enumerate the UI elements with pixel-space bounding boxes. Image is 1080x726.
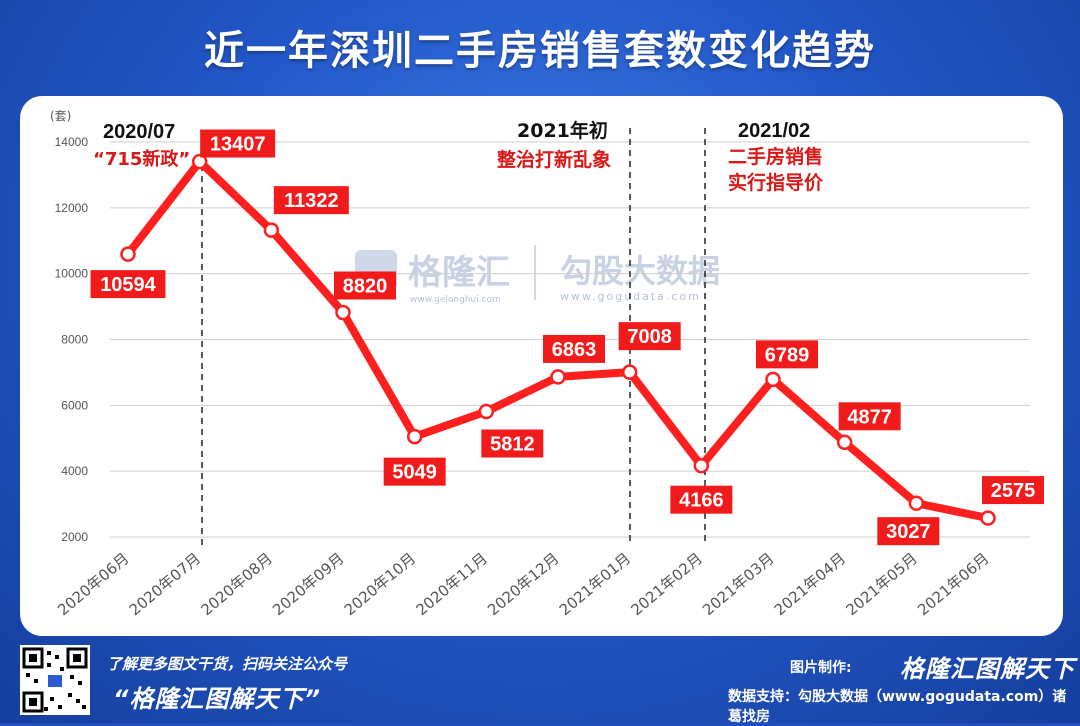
data-point [263,222,280,238]
data-label-bg [481,429,544,458]
data-point [980,510,996,526]
watermark-brand1: 格隆汇 [408,253,510,293]
watermark-brand2: 勾股大数据 [560,252,720,290]
footer-promo: 了解更多图文干货，扫码关注公众号 [107,655,348,673]
data-label: 6863 [552,339,597,361]
x-tick-label: 2020年08月 [197,549,275,619]
data-label-bg [877,517,940,546]
data-label: 2575 [991,480,1036,502]
data-label: 10594 [100,274,156,296]
footer-made-by-brand: 格隆汇图解天下 [900,655,1075,683]
footer-account: “格隆汇图解天下” [113,685,321,713]
data-point [765,371,781,388]
data-point [693,457,710,474]
data-label: 4166 [679,490,724,512]
data-label: 13407 [210,134,266,156]
data-point [406,428,423,445]
data-label-bg [618,322,681,351]
y-tick-label: 12000 [55,201,89,215]
data-point [478,403,495,420]
x-tick-label: 2020年12月 [484,549,562,619]
annotation-text: 二手房销售 [728,145,823,168]
data-label: 8820 [343,276,388,298]
data-label: 6789 [765,344,810,366]
annotation-text: “715新政” [93,148,190,170]
data-point [191,153,208,170]
data-label-bg [982,476,1044,505]
data-point [335,304,351,321]
x-tick-label: 2021年01月 [556,549,634,619]
x-tick-label: 2021年05月 [842,549,920,619]
page-title: 近一年深圳二手房销售套数变化趋势 [204,28,876,74]
y-axis-label: (套) [50,109,71,123]
data-point [120,246,136,262]
x-tick-label: 2020年06月 [54,549,132,619]
annotation-title: 2021年初 [517,119,608,142]
data-label-bg [756,340,818,369]
data-point [550,369,566,385]
data-label: 5049 [392,462,437,484]
data-label-bg [383,457,446,486]
data-label: 5812 [490,434,535,456]
x-tick-label: 2021年04月 [771,549,849,619]
footer-made-by-label: 图片制作: [790,660,852,676]
y-tick-label: 8000 [61,333,88,347]
footer-data-support: 数据支持：勾股大数据（www.gogudata.com）诸葛找房 [728,689,1067,725]
data-label-bg [838,402,901,431]
y-tick-label: 6000 [61,398,88,412]
data-label-bg [90,270,166,299]
data-label: 3027 [886,521,931,543]
annotation-title: 2021/02 [738,120,810,142]
annotation-text: 实行指导价 [728,171,824,194]
annotation-text: 整治打新乱象 [497,148,611,171]
data-label-bg [334,271,396,300]
y-tick-label: 2000 [61,530,88,544]
data-label-bg [273,186,349,215]
data-label-bg [200,129,276,158]
x-tick-label: 2020年09月 [269,549,347,619]
watermark: 格隆汇www.gelonghui.com勾股大数据www.gogudata.co… [355,245,720,305]
y-tick-label: 14000 [55,135,89,149]
data-label: 11322 [284,190,339,212]
data-point [836,434,853,451]
x-tick-label: 2021年03月 [699,549,777,619]
data-label: 4877 [847,406,892,428]
line-chart: 格隆汇www.gelonghui.com勾股大数据www.gogudata.co… [50,109,1044,619]
y-tick-label: 10000 [55,267,89,281]
annotation-title: 2020/07 [103,121,175,143]
data-point [621,364,638,380]
x-tick-label: 2021年06月 [914,549,992,619]
data-label: 7008 [627,326,672,348]
data-label-bg [670,485,733,514]
x-tick-label: 2020年11月 [412,549,490,619]
x-tick-label: 2020年07月 [126,549,204,619]
qr-code-icon [20,645,90,715]
x-tick-label: 2021年02月 [627,549,705,619]
data-label-bg [543,334,605,363]
y-tick-label: 4000 [61,464,88,478]
chart-panel: 格隆汇www.gelonghui.com勾股大数据www.gogudata.co… [20,96,1063,636]
x-tick-label: 2020年10月 [341,549,419,619]
data-point [908,495,925,511]
watermark-brand1-url: www.gelonghui.com [410,295,501,305]
qr-code[interactable] [20,645,90,715]
